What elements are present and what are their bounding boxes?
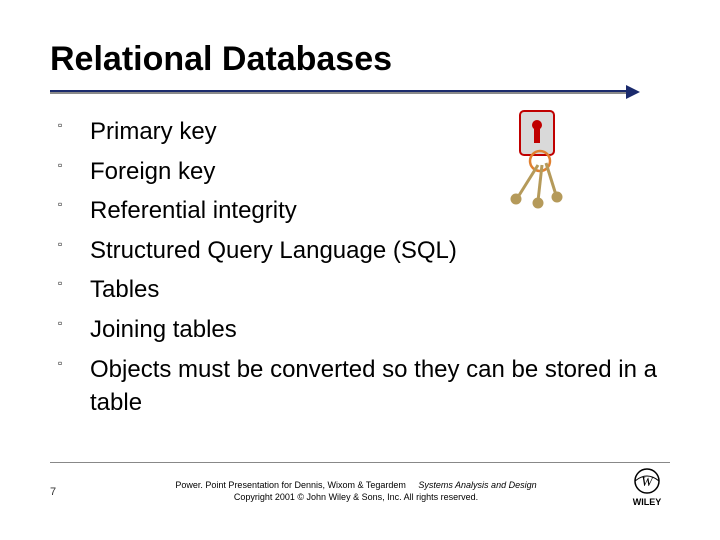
footer-line1-left: Power. Point Presentation for Dennis, Wi… bbox=[175, 480, 405, 490]
footer-row: 7 Power. Point Presentation for Dennis, … bbox=[50, 467, 670, 516]
rule-line bbox=[50, 90, 630, 94]
svg-text:WILEY: WILEY bbox=[633, 497, 662, 507]
content-area: Primary key Foreign key Referential inte… bbox=[50, 115, 670, 420]
slide-title: Relational Databases bbox=[50, 40, 670, 79]
list-item: Foreign key bbox=[50, 155, 670, 189]
rule-arrow-icon bbox=[626, 85, 640, 99]
publisher-logo-icon: W WILEY bbox=[622, 467, 670, 516]
footer-caption: Power. Point Presentation for Dennis, Wi… bbox=[90, 480, 622, 503]
list-item: Tables bbox=[50, 273, 670, 307]
list-item: Objects must be converted so they can be… bbox=[50, 353, 670, 420]
title-rule bbox=[50, 87, 670, 97]
list-item: Joining tables bbox=[50, 313, 670, 347]
footer-line1-right: Systems Analysis and Design bbox=[418, 480, 536, 490]
list-item: Referential integrity bbox=[50, 194, 670, 228]
footer-line2: Copyright 2001 © John Wiley & Sons, Inc.… bbox=[90, 492, 622, 503]
footer-rule bbox=[50, 462, 670, 463]
page-number: 7 bbox=[50, 486, 90, 498]
bullet-list: Primary key Foreign key Referential inte… bbox=[50, 115, 670, 420]
slide-footer: 7 Power. Point Presentation for Dennis, … bbox=[50, 462, 670, 516]
list-item: Primary key bbox=[50, 115, 670, 149]
slide: Relational Databases bbox=[0, 0, 720, 540]
list-item: Structured Query Language (SQL) bbox=[50, 234, 670, 268]
